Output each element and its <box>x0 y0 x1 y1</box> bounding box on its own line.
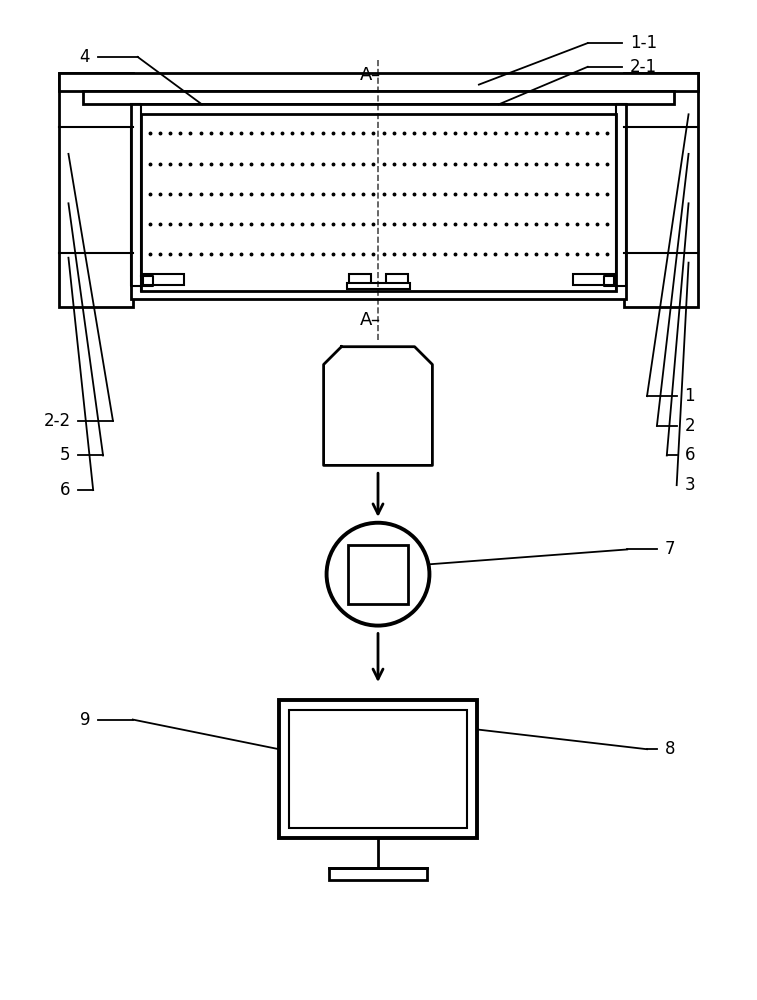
Text: 2-1: 2-1 <box>630 58 657 76</box>
Text: 8: 8 <box>665 740 675 758</box>
Text: 4: 4 <box>79 48 90 66</box>
Bar <box>347 283 410 289</box>
Text: 6: 6 <box>60 481 70 499</box>
Bar <box>83 91 674 104</box>
Bar <box>131 104 626 299</box>
Bar <box>289 710 467 828</box>
Text: 2-2: 2-2 <box>43 412 70 430</box>
Bar <box>348 545 408 604</box>
Text: 3: 3 <box>684 476 695 494</box>
Text: 6: 6 <box>684 446 695 464</box>
Text: 1-1: 1-1 <box>630 34 657 52</box>
Bar <box>58 73 132 307</box>
Bar <box>329 868 428 880</box>
Text: A: A <box>360 311 372 329</box>
Bar <box>58 73 699 91</box>
Text: 7: 7 <box>665 540 675 558</box>
Bar <box>349 274 371 287</box>
Text: 2: 2 <box>684 417 695 435</box>
Text: 5: 5 <box>60 446 70 464</box>
Bar <box>141 114 616 291</box>
Text: 1: 1 <box>684 387 695 405</box>
Bar <box>573 274 615 285</box>
Text: 9: 9 <box>79 711 90 729</box>
Bar <box>279 700 477 838</box>
Bar <box>625 73 699 307</box>
Text: A: A <box>360 66 372 84</box>
Bar <box>386 274 408 287</box>
Bar <box>142 274 184 285</box>
